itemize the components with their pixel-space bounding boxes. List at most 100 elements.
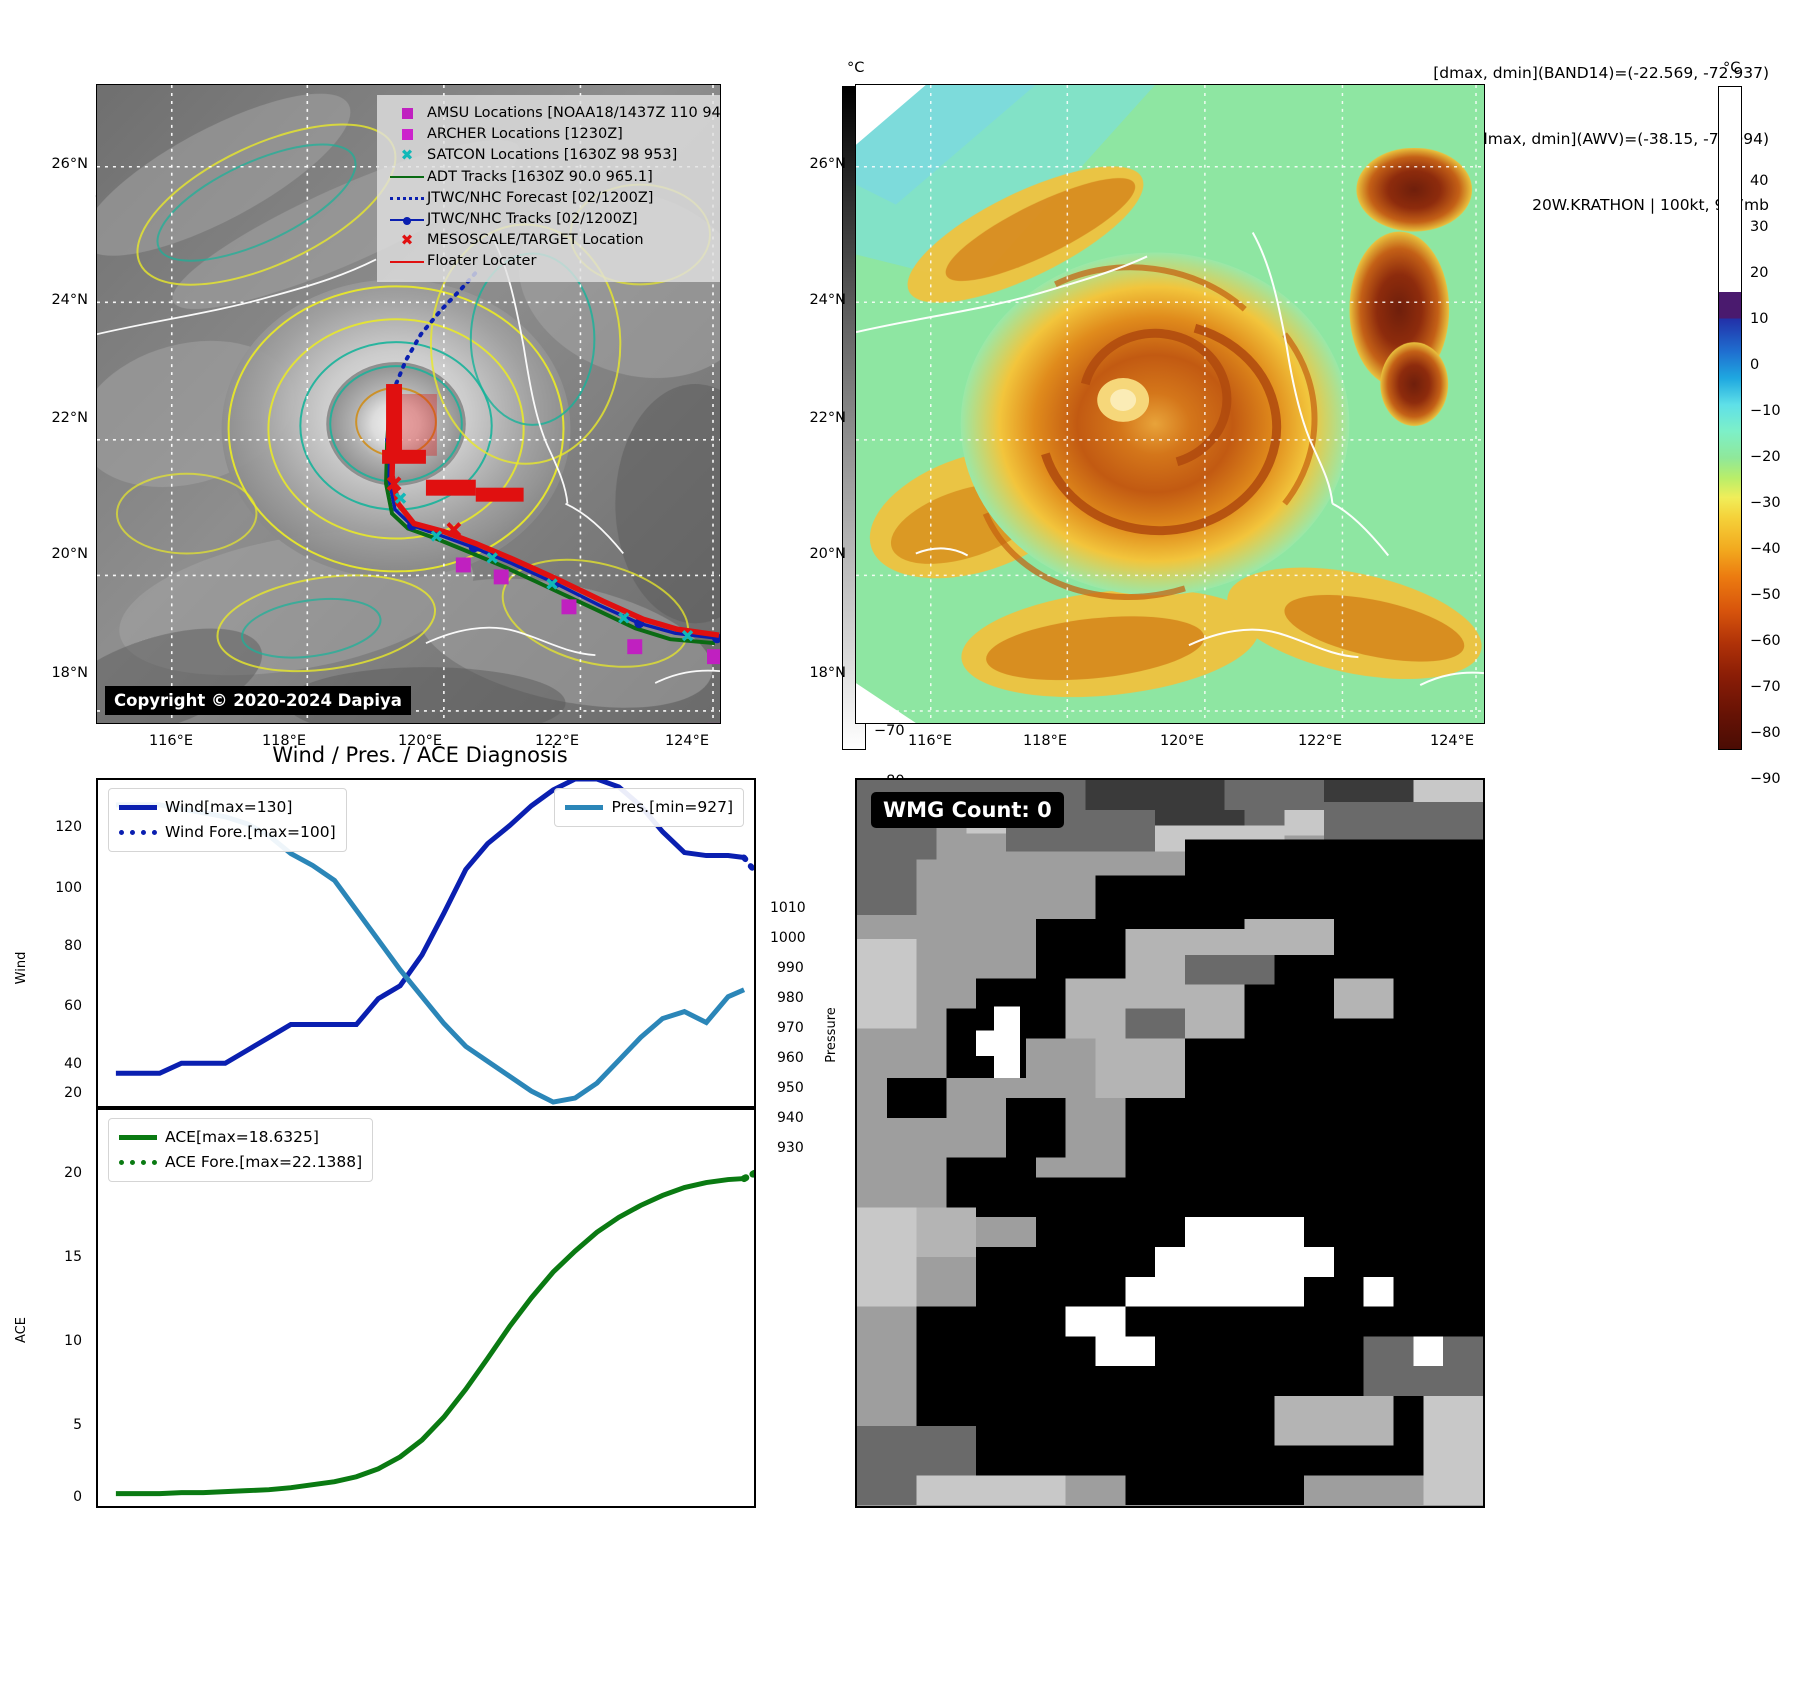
- wind-ytick-60: 60: [64, 998, 82, 1014]
- pres-ytick-990: 990: [777, 960, 804, 976]
- pres-ytick-950: 950: [777, 1080, 804, 1096]
- eir-cb-tick-m70: −70: [1750, 679, 1781, 695]
- wmg-render: [857, 780, 1483, 1506]
- ir-lat-24n: 24°N: [51, 292, 88, 308]
- line-icon: [387, 260, 427, 263]
- eir-cb-tick-m90: −90: [1750, 771, 1781, 787]
- eir-cb-tick-20: 20: [1750, 265, 1769, 281]
- square-icon: [387, 108, 427, 120]
- wind-axis-label: Wind: [14, 951, 29, 985]
- ace-forecast-dotted-icon: [119, 1160, 165, 1165]
- ir-lat-18n: 18°N: [51, 665, 88, 681]
- eir-cb-tick-m80: −80: [1750, 725, 1781, 741]
- pressure-line-icon: [565, 805, 611, 810]
- wind-pressure-chart[interactable]: Wind[max=130] Wind Fore.[max=100] Pres.[…: [96, 778, 756, 1108]
- eir-cb-tick-m50: −50: [1750, 587, 1781, 603]
- eir-cb-tick-m20: −20: [1750, 449, 1781, 465]
- ace-ytick-5: 5: [73, 1417, 82, 1433]
- eir-lon-116e: 116°E: [907, 733, 953, 749]
- eir-cb-tick-40: 40: [1750, 173, 1769, 189]
- eir-lon-124e: 124°E: [1429, 733, 1475, 749]
- wind-ytick-40: 40: [64, 1056, 82, 1072]
- ace-axis-label: ACE: [14, 1317, 29, 1343]
- pressure-axis-label: Pressure: [824, 1007, 839, 1063]
- legend-pressure: Pres.[min=927]: [565, 795, 733, 820]
- ir-legend: AMSU Locations [NOAA18/1437Z 110 942] AR…: [377, 95, 720, 282]
- pres-ytick-980: 980: [777, 990, 804, 1006]
- wind-ytick-20: 20: [64, 1085, 82, 1101]
- legend-ace: ACE[max=18.6325]: [119, 1125, 362, 1150]
- ace-plot: [115, 1169, 754, 1497]
- pres-ytick-1000: 1000: [770, 930, 806, 946]
- ace-series-line: [115, 1176, 745, 1497]
- wind-legend: Wind[max=130] Wind Fore.[max=100]: [108, 788, 347, 852]
- ir-lon-120e: 120°E: [397, 733, 443, 749]
- legend-ace-forecast: ACE Fore.[max=22.1388]: [119, 1150, 362, 1175]
- ir-lon-122e: 122°E: [534, 733, 580, 749]
- ace-legend: ACE[max=18.6325] ACE Fore.[max=22.1388]: [108, 1118, 374, 1182]
- legend-item-archer: ARCHER Locations [1230Z]: [387, 124, 720, 145]
- eir-cb-tick-m40: −40: [1750, 541, 1781, 557]
- ir-lat-26n: 26°N: [51, 156, 88, 172]
- ir-satellite-image[interactable]: AMSU Locations [NOAA18/1437Z 110 942] AR…: [96, 84, 721, 724]
- eir-lat-20n: 20°N: [809, 546, 846, 562]
- ir-colorbar-unit: °C: [847, 60, 865, 76]
- wind-forecast-line: [741, 854, 754, 876]
- pressure-legend: Pres.[min=927]: [554, 788, 744, 827]
- pres-ytick-1010: 1010: [770, 900, 806, 916]
- ir-lat-20n: 20°N: [51, 546, 88, 562]
- eir-lon-118e: 118°E: [1022, 733, 1068, 749]
- enhanced-ir-render: [856, 85, 1484, 723]
- eir-cb-tick-m10: −10: [1750, 403, 1781, 419]
- eir-cb-tick-m30: −30: [1750, 495, 1781, 511]
- ace-forecast-line: [740, 1169, 754, 1183]
- legend-item-amsu: AMSU Locations [NOAA18/1437Z 110 942]: [387, 103, 720, 124]
- header-dmax-awv: [dmax, dmin](AWV)=(-38.15, -72.094): [1471, 130, 1769, 148]
- square-icon: [387, 129, 427, 141]
- eir-colorbar-unit: °C: [1723, 60, 1741, 76]
- diagnosis-title: Wind / Pres. / ACE Diagnosis: [272, 743, 568, 767]
- legend-item-satcon: ✖ SATCON Locations [1630Z 98 953]: [387, 145, 720, 166]
- wmg-count-badge: WMG Count: 0: [871, 792, 1064, 828]
- enhanced-panel-header: [dmax, dmin](BAND14)=(-22.569, -72.937) …: [1433, 18, 1769, 260]
- dotted-line-icon: [387, 196, 427, 200]
- eir-colorbar-gradient: [1718, 86, 1742, 750]
- eir-lat-18n: 18°N: [809, 665, 846, 681]
- ir-cb-tick-m70: −70: [874, 723, 905, 739]
- ace-ytick-0: 0: [73, 1489, 82, 1505]
- ace-ytick-15: 15: [64, 1249, 82, 1265]
- legend-wind: Wind[max=130]: [119, 795, 336, 820]
- ace-chart[interactable]: ACE[max=18.6325] ACE Fore.[max=22.1388]: [96, 1108, 756, 1508]
- eir-cb-tick-10: 10: [1750, 311, 1769, 327]
- eir-lat-22n: 22°N: [809, 410, 846, 426]
- wind-ytick-100: 100: [55, 880, 82, 896]
- ir-lon-118e: 118°E: [261, 733, 307, 749]
- pres-ytick-970: 970: [777, 1020, 804, 1036]
- header-dmax-band14: [dmax, dmin](BAND14)=(-22.569, -72.937): [1433, 64, 1769, 82]
- legend-item-floater: Floater Locater: [387, 251, 720, 272]
- legend-item-jtwc-forecast: JTWC/NHC Forecast [02/1200Z]: [387, 188, 720, 209]
- ace-ytick-20: 20: [64, 1165, 82, 1181]
- ir-lon-116e: 116°E: [148, 733, 194, 749]
- x-marker-icon: ✖: [400, 146, 414, 165]
- line-marker-icon: [387, 216, 427, 225]
- x-marker-icon: ✖: [400, 231, 414, 250]
- enhanced-ir-image[interactable]: [855, 84, 1485, 724]
- wmg-panel[interactable]: WMG Count: 0: [855, 778, 1485, 1508]
- eir-cb-tick-m60: −60: [1750, 633, 1781, 649]
- eir-cb-tick-30: 30: [1750, 219, 1769, 235]
- legend-item-adt-tracks: ADT Tracks [1630Z 90.0 965.1]: [387, 167, 720, 188]
- legend-wind-forecast: Wind Fore.[max=100]: [119, 820, 336, 845]
- ir-lat-22n: 22°N: [51, 410, 88, 426]
- line-icon: [387, 176, 427, 179]
- legend-item-mesoscale: ✖ MESOSCALE/TARGET Location: [387, 230, 720, 251]
- wind-ytick-80: 80: [64, 938, 82, 954]
- wind-forecast-dotted-icon: [119, 830, 165, 835]
- pres-ytick-960: 960: [777, 1050, 804, 1066]
- copyright-notice: Copyright © 2020-2024 Dapiya: [105, 686, 411, 715]
- ace-ytick-10: 10: [64, 1333, 82, 1349]
- wind-ytick-120: 120: [55, 819, 82, 835]
- wind-line-icon: [119, 805, 165, 810]
- eir-lat-24n: 24°N: [809, 292, 846, 308]
